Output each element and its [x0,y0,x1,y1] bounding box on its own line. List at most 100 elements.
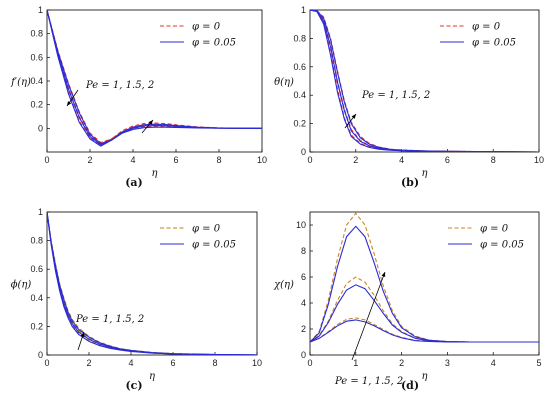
x-tick-label: 10 [534,155,544,165]
x-tick-label: 0 [44,358,49,368]
y-tick-label: 0.4 [293,90,306,100]
y-tick-label: 1 [38,5,43,15]
annotation-label: Pe = 1, 1.5, 2 [361,90,430,101]
x-tick-label: 2 [86,358,91,368]
x-tick-label: 10 [257,155,267,165]
legend-entry: φ = 0.05 [480,240,524,251]
y-axis-label: ϕ(η) [11,280,32,291]
series-line [310,225,539,343]
annotation-label: Pe = 1, 1.5, 2 [75,314,144,325]
chart-panel: 0 1 2 3 4 5 10 8 6 4 2 0 η χ(η) φ = 0 φ = 0.05 Pe = 1, 1… [273,211,542,392]
y-tick-label: 0 [38,350,43,360]
x-tick-label: 10 [252,358,262,368]
series-line [47,212,257,355]
y-axis-label: f′(η) [10,77,31,88]
series-line [310,10,539,152]
panel-caption: (d) [401,379,419,392]
x-tick-label: 8 [212,358,217,368]
y-tick-label: 0.8 [293,33,306,43]
y-tick-label: 10 [296,220,306,230]
y-tick-label: 0.2 [293,119,306,129]
legend-entry: φ = 0 [192,22,221,33]
arrow-head [67,101,72,106]
series-line [310,10,539,152]
x-tick-label: 5 [536,358,541,368]
x-axis-label: η [422,371,428,382]
x-axis-label: η [152,168,158,179]
series-line [310,10,539,152]
y-tick-label: 1 [38,207,43,217]
legend-entry: φ = 0 [472,22,501,33]
arrow-line [351,271,386,361]
x-tick-label: 0 [307,155,312,165]
y-tick-label: 0.8 [30,236,43,246]
annotation-label: Pe = 1, 1.5, 2 [334,376,403,387]
y-tick-label: 0.6 [30,264,43,274]
y-tick-label: 0.4 [30,293,43,303]
series-line [47,10,262,147]
legend-entry: φ = 0.05 [192,240,236,251]
x-axis-label: η [422,168,428,179]
x-tick-label: 6 [170,358,175,368]
y-tick-label: 8 [301,246,306,256]
series-line [47,10,262,145]
legend-entry: φ = 0 [192,224,221,235]
y-axis-label: χ(η) [273,280,294,291]
x-tick-label: 1 [353,358,358,368]
y-tick-label: 0.6 [30,52,43,62]
legend-entry: φ = 0.05 [472,38,516,49]
chart-panel: 0 2 4 6 8 10 1 0.8 0.6 0.4 0.2 0 η ϕ(η) φ = 0 φ = 0.05 P… [11,207,262,392]
x-tick-label: 4 [128,358,133,368]
arrow-head [381,272,386,277]
x-tick-label: 2 [399,358,404,368]
series-line [310,10,539,152]
series-line [310,10,539,152]
arrow-head [351,114,356,119]
x-tick-label: 6 [173,155,178,165]
series-line [47,212,257,355]
arrow-head [80,332,85,337]
y-tick-label: 0 [301,147,306,157]
x-tick-label: 8 [491,155,496,165]
plot-frame [309,211,540,356]
x-tick-label: 2 [87,155,92,165]
x-tick-label: 4 [491,358,496,368]
y-tick-label: 4 [301,298,306,308]
x-tick-label: 6 [445,155,450,165]
y-tick-label: 0.6 [293,62,306,72]
chart-panel: 0 2 4 6 8 10 1 0.8 0.6 0.4 0.2 0 η f′(η) φ = 0 φ = 0.05… [10,5,267,189]
x-axis-label: η [149,371,155,382]
series-line [310,276,539,343]
y-tick-label: 1 [301,5,306,15]
y-tick-label: 0 [38,123,43,133]
x-tick-label: 0 [44,155,49,165]
y-tick-label: 6 [301,272,306,282]
arrow-head [148,120,153,125]
y-tick-label: 0.2 [30,100,43,110]
plot-frame [46,211,258,356]
chart-panel: 0 2 4 6 8 10 1 0.8 0.6 0.4 0.2 0 η θ(η) φ = 0 φ = 0.05 P… [274,5,544,189]
x-tick-label: 4 [399,155,404,165]
panel-caption: (a) [125,176,143,189]
plot-frame [46,9,263,153]
x-tick-label: 0 [307,358,312,368]
series-line [47,10,262,145]
legend-entry: φ = 0 [480,224,509,235]
panel-caption: (c) [125,379,142,392]
series-line [310,10,539,152]
x-tick-label: 8 [216,155,221,165]
x-tick-label: 3 [445,358,450,368]
y-tick-label: 0.8 [30,29,43,39]
legend-entry: φ = 0.05 [192,38,236,49]
series-line [310,284,539,343]
annotation-label: Pe = 1, 1.5, 2 [85,80,154,91]
plot-frame [309,9,540,153]
y-tick-label: 0.2 [30,321,43,331]
x-tick-label: 2 [353,155,358,165]
y-axis-label: θ(η) [274,77,294,88]
y-tick-label: 0.4 [30,76,43,86]
y-tick-label: 0 [301,350,306,360]
x-tick-label: 4 [130,155,135,165]
panel-caption: (b) [401,176,419,189]
